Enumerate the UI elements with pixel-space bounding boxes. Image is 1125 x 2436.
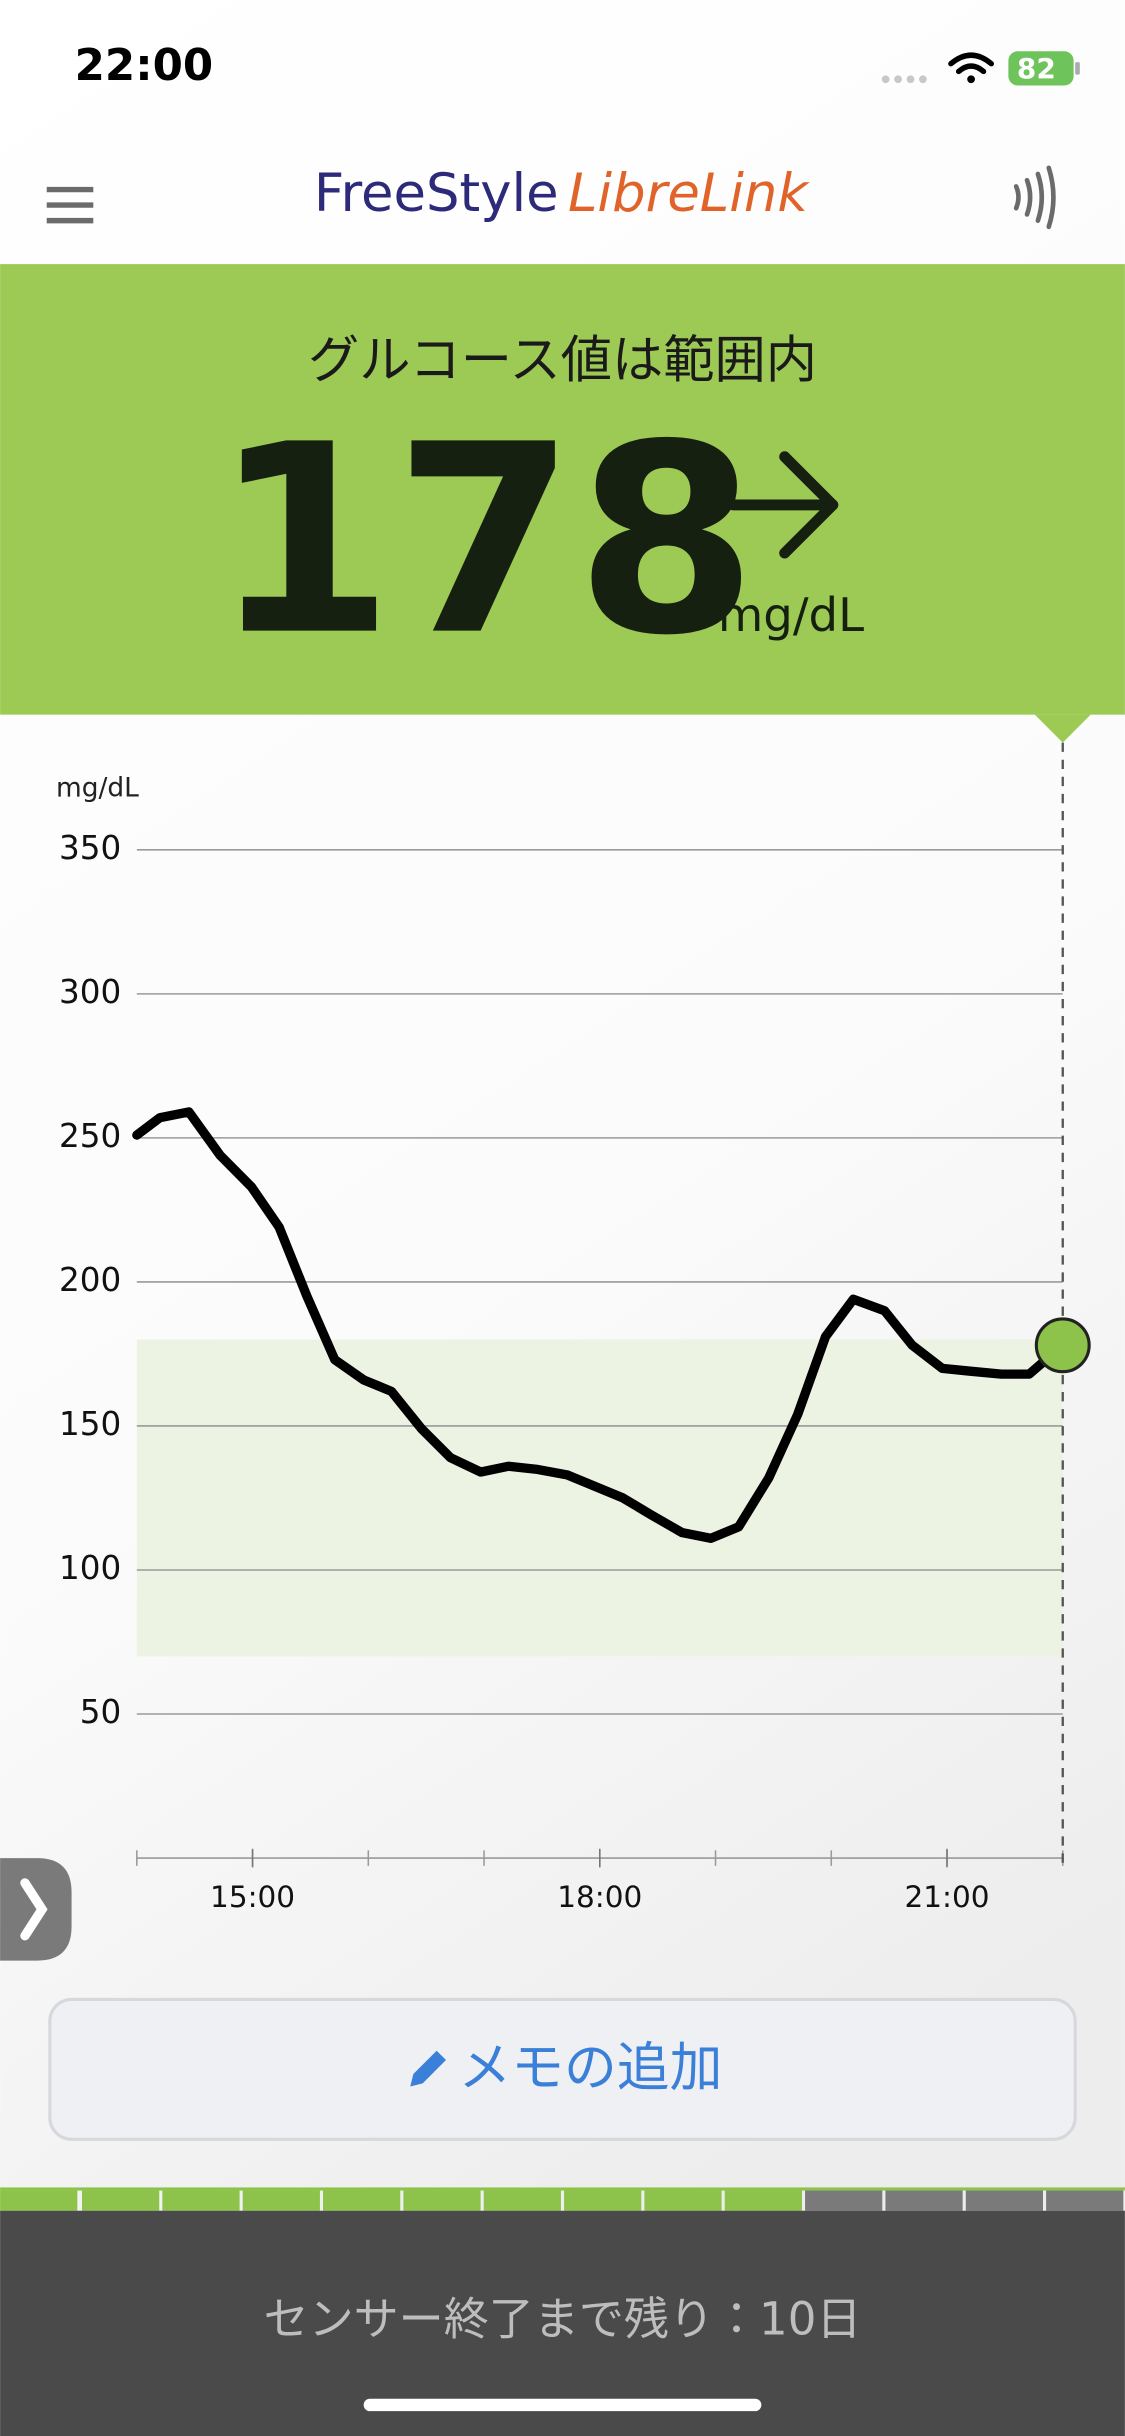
progress-segment	[564, 2190, 642, 2211]
sensor-footer	[0, 2210, 1125, 2436]
progress-segment	[162, 2190, 240, 2211]
y-tick-label: 100	[59, 1549, 121, 1587]
brand-main: FreeStyle	[314, 162, 559, 223]
menu-button[interactable]	[46, 186, 94, 224]
progress-segment	[403, 2190, 481, 2211]
side-tab-chevron	[20, 1878, 48, 1941]
glucose-line	[132, 1107, 1068, 1544]
glucose-chart: 50 100 150 200 250 300 350 15:00 18:00 21:00	[59, 742, 1091, 1914]
progress-segment	[644, 2190, 722, 2211]
progress-segment	[885, 2190, 963, 2211]
glucose-status: グルコース値は範囲内	[308, 331, 817, 391]
progress-segment	[724, 2190, 802, 2211]
progress-segment	[82, 2190, 160, 2211]
memo-button[interactable]	[48, 1997, 1077, 2141]
sensor-progress	[0, 2187, 1125, 2211]
progress-segment	[483, 2190, 561, 2211]
status-time: 22:00	[75, 41, 213, 91]
progress-segment	[323, 2190, 401, 2211]
y-tick-label: 300	[59, 973, 121, 1011]
progress-segment	[1046, 2190, 1124, 2211]
brand-accent: LibreLink	[568, 162, 810, 223]
sensor-remaining: センサー終了まで残り：10日	[264, 2293, 862, 2346]
glucose-value: 178	[212, 389, 757, 693]
wifi-icon	[948, 52, 995, 84]
progress-segment	[242, 2190, 320, 2211]
glucose-panel	[0, 264, 1125, 715]
x-tick-label: 21:00	[905, 1880, 990, 1914]
brand-logo: FreeStyle LibreLink	[314, 162, 810, 223]
y-tick-label: 50	[80, 1693, 122, 1731]
battery-tip	[1075, 62, 1080, 75]
trend-arrow	[727, 451, 839, 559]
y-tick-label: 250	[59, 1117, 121, 1155]
x-tick-label: 15:00	[210, 1880, 295, 1914]
progress-base	[0, 2187, 1125, 2191]
home-indicator	[363, 2398, 762, 2412]
scan-button[interactable]	[1013, 165, 1056, 230]
battery-level: 82	[1017, 52, 1056, 85]
side-tab[interactable]	[0, 1858, 72, 1961]
signal-dots	[881, 75, 927, 84]
y-tick-label: 350	[59, 829, 121, 867]
y-tick-label: 150	[59, 1405, 121, 1443]
target-range	[136, 1339, 1063, 1657]
panel-pointer	[1034, 714, 1091, 743]
y-tick-label: 200	[59, 1261, 121, 1299]
battery-icon	[1008, 51, 1074, 86]
current-reading	[1034, 1317, 1091, 1374]
progress-segment	[805, 2190, 883, 2211]
pencil-icon	[410, 2050, 446, 2087]
y-axis-label: mg/dL	[56, 773, 139, 804]
progress-segment	[965, 2190, 1043, 2211]
memo-button-label: メモの追加	[458, 2038, 722, 2099]
x-tick-label: 18:00	[557, 1880, 642, 1914]
progress-segment	[0, 2190, 78, 2211]
glucose-unit: mg/dL	[718, 588, 864, 642]
